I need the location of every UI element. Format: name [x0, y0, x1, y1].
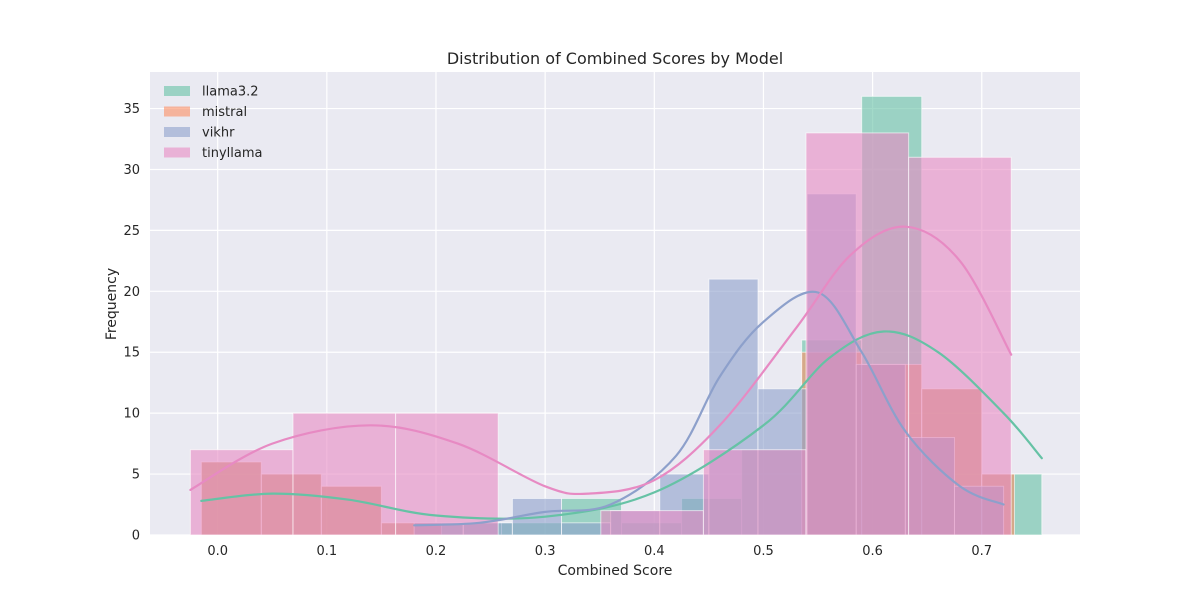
legend-label-vikhr: vikhr	[202, 126, 235, 141]
bar-tinyllama	[600, 510, 704, 536]
y-tick-label: 20	[123, 285, 140, 300]
legend-label-tinyllama: tinyllama	[202, 146, 262, 161]
y-tick-label: 0	[132, 529, 140, 544]
x-tick-label: 0.0	[207, 544, 228, 559]
kde-line-vikhr	[413, 290, 1005, 527]
chart-title: Distribution of Combined Scores by Model	[447, 49, 783, 68]
x-tick-label: 0.1	[316, 544, 337, 559]
bar-tinyllama	[908, 156, 1012, 536]
kde-line-tinyllama	[189, 225, 1013, 496]
legend-label-llama3.2: llama3.2	[202, 85, 259, 100]
x-tick-label: 0.6	[862, 544, 883, 559]
series-tinyllama-bars	[189, 132, 1012, 536]
bar-tinyllama	[395, 412, 499, 536]
bar-tinyllama	[702, 449, 807, 536]
y-tick-label: 15	[123, 346, 140, 361]
kde-lines	[189, 225, 1043, 527]
y-tick-label: 35	[123, 102, 140, 117]
legend: llama3.2 mistral vikhr tinyllama	[164, 85, 262, 161]
legend-label-mistral: mistral	[202, 105, 247, 120]
legend-swatch-llama3.2	[164, 86, 190, 96]
y-axis-label: Frequency	[104, 268, 120, 340]
legend-swatch-tinyllama	[164, 147, 190, 158]
y-axis: 0 5 10 15 20 25 30 35	[123, 102, 140, 543]
x-tick-label: 0.5	[753, 544, 774, 559]
x-tick-label: 0.2	[426, 544, 447, 559]
bar-tinyllama	[805, 132, 910, 536]
bar-tinyllama	[189, 449, 294, 536]
x-axis-label: Combined Score	[558, 563, 673, 579]
legend-swatch-vikhr	[164, 127, 190, 137]
x-tick-label: 0.7	[971, 544, 992, 559]
kde-line-llama3.2	[200, 330, 1043, 520]
y-tick-label: 5	[132, 468, 140, 483]
bar-tinyllama	[292, 412, 397, 536]
y-tick-label: 30	[123, 163, 140, 178]
x-tick-label: 0.4	[644, 544, 665, 559]
legend-swatch-mistral	[164, 106, 190, 117]
y-tick-label: 10	[123, 407, 140, 422]
y-tick-label: 25	[123, 224, 140, 239]
x-tick-label: 0.3	[535, 544, 556, 559]
x-axis: 0.0 0.1 0.2 0.3 0.4 0.5 0.6 0.7	[207, 544, 992, 559]
bars	[189, 95, 1043, 536]
